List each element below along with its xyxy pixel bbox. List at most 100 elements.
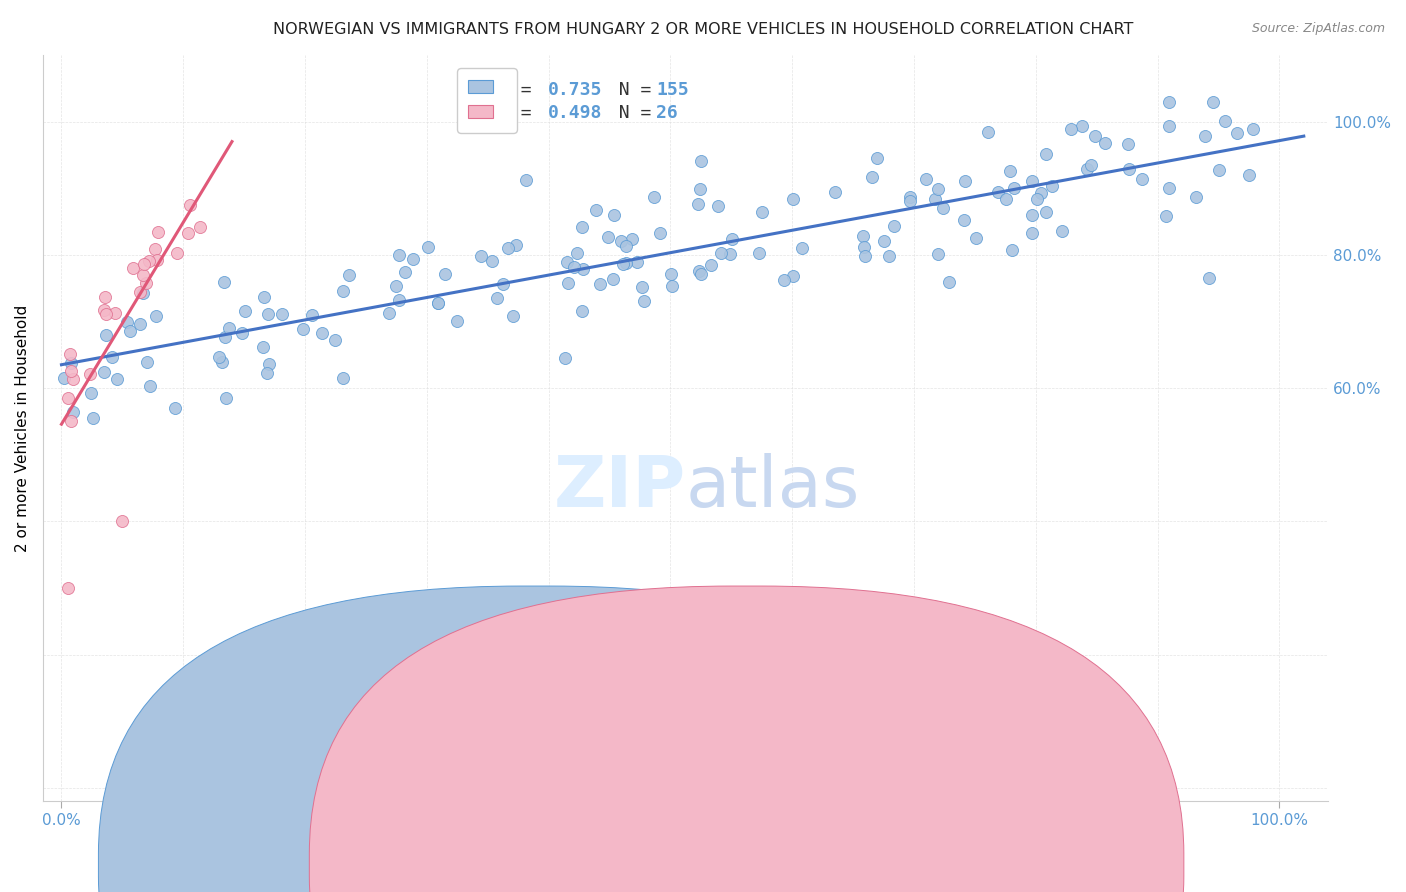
Point — [163, 401, 186, 415]
Text: R =: R = — [499, 81, 543, 99]
Point — [924, 192, 946, 206]
Point — [402, 252, 425, 267]
Point — [571, 304, 593, 318]
Point — [129, 317, 152, 331]
Point — [626, 254, 648, 268]
Point — [614, 255, 637, 269]
Point — [257, 307, 280, 321]
Point — [630, 280, 652, 294]
Point — [136, 354, 159, 368]
Point — [927, 182, 949, 196]
Point — [94, 307, 117, 321]
Point — [433, 268, 456, 282]
Point — [311, 326, 333, 340]
Point — [977, 125, 1000, 139]
Point — [1157, 95, 1180, 109]
Point — [720, 232, 742, 246]
Point — [782, 192, 804, 206]
Point — [53, 371, 76, 385]
Point — [385, 279, 408, 293]
Point — [1021, 208, 1043, 222]
Point — [877, 249, 900, 263]
Point — [94, 290, 117, 304]
Point — [121, 261, 143, 276]
Point — [215, 391, 238, 405]
Point — [612, 257, 634, 271]
Point — [689, 154, 711, 169]
Point — [1071, 119, 1094, 133]
Point — [132, 257, 155, 271]
Point — [589, 277, 612, 291]
Point — [987, 186, 1010, 200]
Point — [851, 229, 873, 244]
Point — [1237, 169, 1260, 183]
Point — [866, 151, 889, 165]
Point — [853, 240, 876, 254]
Point — [231, 326, 253, 340]
Point — [79, 367, 101, 381]
Point — [661, 278, 683, 293]
Point — [710, 245, 733, 260]
Point — [1080, 158, 1102, 172]
Point — [80, 386, 103, 401]
Point — [62, 405, 84, 419]
Point — [94, 328, 117, 343]
Point — [557, 276, 579, 290]
Point — [1116, 136, 1139, 151]
Point — [860, 170, 883, 185]
Point — [103, 305, 125, 319]
Text: 0.498: 0.498 — [548, 103, 603, 121]
Point — [1035, 205, 1057, 219]
Point — [927, 247, 949, 261]
Point — [1241, 122, 1264, 136]
Point — [1130, 172, 1153, 186]
Point — [271, 308, 294, 322]
Point — [1194, 129, 1216, 144]
Point — [620, 231, 643, 245]
Point — [233, 303, 256, 318]
Point — [873, 234, 896, 248]
Point — [1029, 186, 1052, 200]
Point — [56, 581, 79, 595]
Point — [515, 173, 537, 187]
Point — [212, 276, 235, 290]
Legend: , : , — [457, 68, 516, 133]
Point — [111, 515, 134, 529]
Point — [58, 391, 80, 405]
Text: N =: N = — [598, 103, 662, 121]
Point — [145, 310, 167, 324]
Point — [1040, 178, 1063, 193]
Point — [60, 415, 83, 429]
Point — [427, 295, 450, 310]
Point — [252, 340, 274, 354]
Point — [146, 226, 169, 240]
Point — [492, 277, 515, 292]
Point — [1050, 225, 1073, 239]
Point — [751, 205, 773, 219]
Point — [824, 186, 846, 200]
Point — [166, 246, 188, 260]
Point — [596, 229, 619, 244]
Point — [332, 284, 354, 298]
Point — [688, 197, 710, 211]
Text: ZIP: ZIP — [554, 453, 686, 523]
Point — [610, 234, 633, 248]
Point — [898, 190, 921, 204]
Point — [378, 306, 401, 320]
Text: atlas: atlas — [686, 453, 860, 523]
Point — [565, 245, 588, 260]
Point — [207, 350, 229, 364]
Point — [82, 410, 104, 425]
Point — [562, 260, 585, 274]
Point — [62, 372, 84, 386]
Point — [718, 247, 741, 261]
Point — [572, 261, 595, 276]
Point — [486, 291, 509, 305]
Point — [688, 264, 710, 278]
Point — [1118, 161, 1140, 176]
Point — [256, 366, 278, 380]
Point — [218, 321, 240, 335]
Point — [932, 201, 955, 215]
Text: 155: 155 — [657, 81, 689, 99]
Point — [994, 193, 1017, 207]
